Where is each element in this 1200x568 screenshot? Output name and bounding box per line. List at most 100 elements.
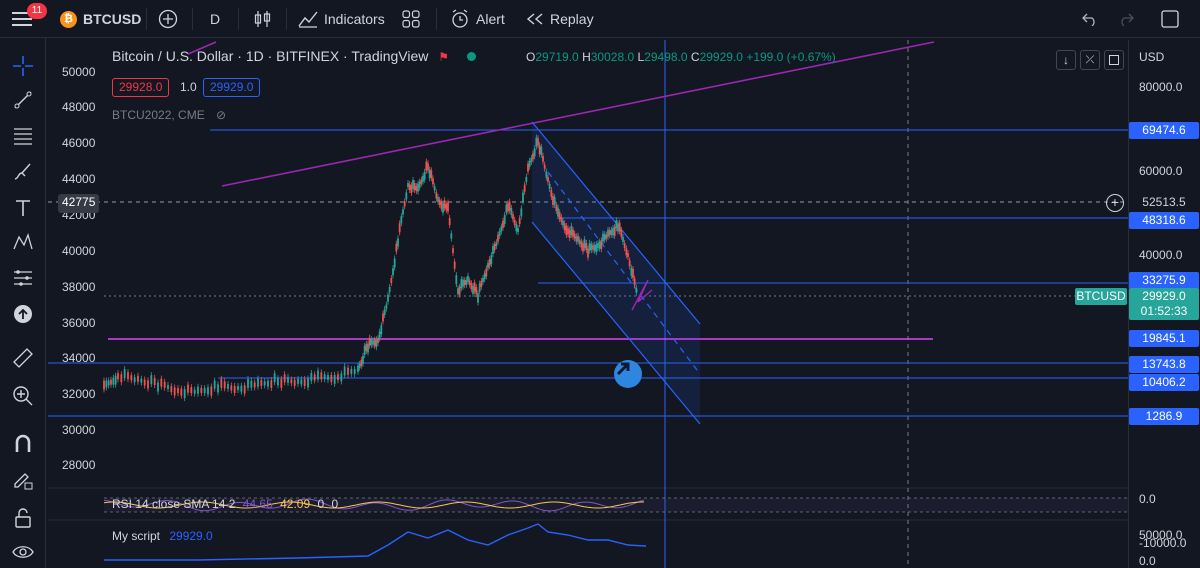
candle-body	[485, 268, 488, 277]
hide-drawings-tool[interactable]	[9, 538, 37, 566]
candle-body	[187, 384, 189, 393]
candle-body	[623, 243, 626, 249]
indicators-button[interactable]: Indicators	[298, 0, 385, 38]
candle-body	[420, 179, 423, 184]
candle-body	[562, 220, 564, 226]
alert-button[interactable]: Alert	[450, 0, 505, 38]
prediction-tool[interactable]	[9, 264, 37, 292]
candle-body	[537, 138, 539, 146]
candle-body	[120, 374, 123, 383]
candle-body	[475, 287, 478, 295]
candle-body	[607, 229, 609, 237]
measure-tool[interactable]	[9, 344, 37, 372]
candle-body	[565, 226, 568, 235]
add-alert-button[interactable]: +	[1106, 194, 1124, 212]
candle-body	[488, 259, 491, 267]
pattern-icon	[13, 232, 33, 250]
candle-body	[543, 164, 546, 169]
candle-body	[527, 163, 529, 172]
brush-tool[interactable]	[9, 158, 37, 186]
chart-area[interactable]: Bitcoin / U.S. Dollar · 1D · BITFINEX · …	[48, 40, 1128, 568]
candle-body	[200, 387, 203, 393]
candle-body	[405, 192, 408, 200]
candle-body	[500, 226, 503, 232]
candle-body	[103, 380, 105, 390]
favorites-tool[interactable]	[9, 300, 37, 328]
candle-body	[522, 192, 524, 202]
ohlc-values: O29719.0 H30028.0 L29498.0 C29929.0 +199…	[526, 50, 836, 64]
right-tick-label: 0.0	[1139, 492, 1156, 506]
candle-body	[467, 275, 469, 282]
candle-body	[430, 170, 433, 179]
candle-body	[403, 201, 406, 207]
right-price-scale[interactable]: USD 80000.060000.040000.020000.00.0-1000…	[1128, 40, 1200, 568]
candle-body	[413, 183, 416, 191]
candle-body	[610, 229, 613, 235]
interval-button[interactable]: D	[210, 0, 220, 38]
script-legend: My script 29929.0	[112, 529, 213, 543]
top-toolbar: 11 ₿ BTCUSD D Indicators Alert Replay	[0, 0, 1200, 38]
replay-label: Replay	[550, 11, 594, 27]
candle-body	[477, 293, 479, 303]
candle-body	[167, 385, 169, 389]
buy-price-button[interactable]: 29929.0	[203, 78, 261, 97]
compare-button[interactable]	[158, 0, 178, 38]
candle-body	[627, 253, 629, 257]
lock-tool[interactable]	[9, 504, 37, 532]
candle-body	[250, 380, 253, 388]
candle-body	[130, 375, 133, 381]
candle-body	[390, 278, 393, 284]
candle-body	[385, 304, 388, 309]
stay-drawing-tool[interactable]	[9, 466, 37, 494]
redo-button[interactable]	[1118, 0, 1134, 38]
candle-body	[557, 207, 559, 217]
wedge-drawing	[631, 279, 653, 311]
crosshair-tool[interactable]	[9, 52, 37, 80]
crosshair-icon	[13, 56, 33, 76]
channel-mid	[547, 171, 701, 375]
candle-body	[177, 388, 179, 394]
replay-button[interactable]: Replay	[526, 0, 594, 38]
overlay-legend: BTCU2022, CME ⊘	[112, 108, 227, 122]
maximize-button[interactable]	[1104, 50, 1124, 70]
fib-tool[interactable]	[9, 122, 37, 150]
zoom-tool[interactable]	[9, 382, 37, 410]
templates-button[interactable]	[402, 0, 420, 38]
candle-body	[378, 331, 381, 339]
candle-body	[408, 184, 411, 191]
trendline-tool[interactable]	[9, 86, 37, 114]
text-tool[interactable]	[9, 194, 37, 222]
candle-body	[183, 389, 186, 399]
chart-type-button[interactable]	[254, 0, 272, 38]
rising-trendline-segment	[187, 41, 217, 55]
candle-body	[357, 365, 359, 372]
candle-body	[257, 378, 259, 387]
move-down-button[interactable]: ↓	[1056, 50, 1076, 70]
candle-body	[457, 288, 459, 295]
sell-price-button[interactable]: 29928.0	[112, 78, 170, 97]
undo-icon	[1082, 13, 1095, 26]
pattern-tool[interactable]	[9, 228, 37, 256]
candle-body	[417, 183, 419, 192]
candle-body	[230, 385, 233, 391]
fullscreen-button[interactable]	[1160, 0, 1180, 38]
collapse-button[interactable]: ⤫	[1080, 50, 1100, 70]
symbol-search[interactable]: ₿ BTCUSD	[60, 0, 141, 38]
candle-body	[568, 230, 571, 239]
undo-button[interactable]	[1082, 0, 1098, 38]
candle-body	[307, 378, 309, 388]
candle-body	[170, 386, 173, 393]
candle-body	[552, 196, 554, 205]
candle-body	[445, 204, 448, 211]
candle-body	[507, 203, 509, 212]
candle-body	[412, 180, 414, 189]
candle-body	[395, 243, 398, 252]
magnet-tool[interactable]	[9, 430, 37, 458]
candle-body	[585, 243, 588, 251]
candle-body	[213, 380, 216, 389]
menu-button[interactable]	[12, 0, 34, 38]
symbol-legend: Bitcoin / U.S. Dollar · 1D · BITFINEX · …	[112, 48, 476, 64]
candle-body	[227, 383, 229, 389]
candle-body	[397, 238, 399, 247]
symbol-price-tag: BTCUSD	[1075, 288, 1127, 305]
